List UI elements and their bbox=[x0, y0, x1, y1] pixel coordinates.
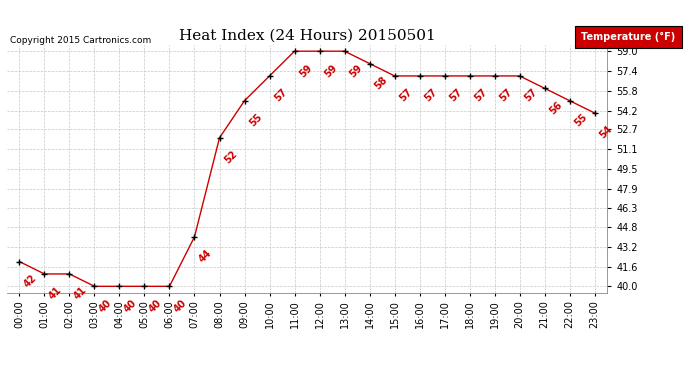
Text: 55: 55 bbox=[247, 112, 264, 128]
Text: 57: 57 bbox=[397, 87, 414, 104]
Text: 41: 41 bbox=[72, 285, 89, 302]
Text: 57: 57 bbox=[522, 87, 539, 104]
Text: 52: 52 bbox=[222, 149, 239, 165]
Text: 40: 40 bbox=[172, 297, 189, 314]
Text: 57: 57 bbox=[273, 87, 289, 104]
Text: 57: 57 bbox=[447, 87, 464, 104]
Text: 40: 40 bbox=[147, 297, 164, 314]
Text: 54: 54 bbox=[598, 124, 614, 141]
Text: 59: 59 bbox=[322, 62, 339, 79]
Text: 41: 41 bbox=[47, 285, 63, 302]
Text: 57: 57 bbox=[497, 87, 514, 104]
Text: 40: 40 bbox=[122, 297, 139, 314]
Text: 59: 59 bbox=[347, 62, 364, 79]
Text: Copyright 2015 Cartronics.com: Copyright 2015 Cartronics.com bbox=[10, 36, 152, 45]
Text: 57: 57 bbox=[473, 87, 489, 104]
Text: 42: 42 bbox=[22, 273, 39, 289]
Text: 56: 56 bbox=[547, 99, 564, 116]
Text: 44: 44 bbox=[197, 248, 214, 264]
Text: 57: 57 bbox=[422, 87, 439, 104]
Text: 55: 55 bbox=[573, 112, 589, 128]
Title: Heat Index (24 Hours) 20150501: Heat Index (24 Hours) 20150501 bbox=[179, 28, 435, 42]
Text: 59: 59 bbox=[297, 62, 314, 79]
Text: 40: 40 bbox=[97, 297, 114, 314]
Text: Temperature (°F): Temperature (°F) bbox=[581, 32, 676, 42]
Text: 58: 58 bbox=[373, 75, 389, 92]
